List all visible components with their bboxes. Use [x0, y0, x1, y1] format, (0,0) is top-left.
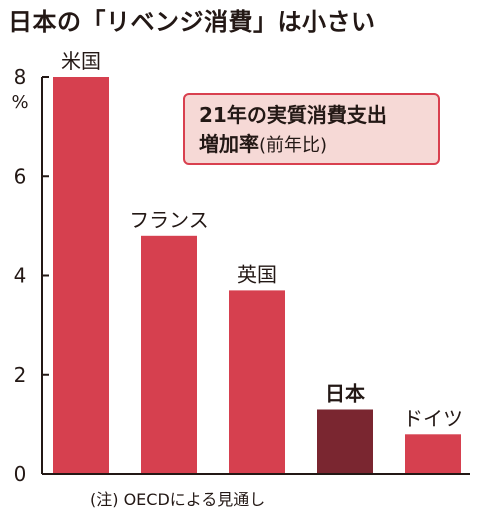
footnote: (注) OECDによる見通し — [90, 490, 266, 509]
bar-3 — [317, 409, 373, 474]
legend-metric: 増加率 — [199, 132, 259, 156]
y-tick-label: 4 — [14, 264, 27, 288]
y-tick-label: 6 — [14, 164, 27, 188]
bar-label-2: 英国 — [237, 262, 277, 286]
bar-1 — [141, 235, 197, 474]
bar-label-3: 日本 — [325, 381, 365, 405]
legend-line1: 21年の実質消費支出 — [199, 103, 387, 127]
bar-0 — [53, 77, 109, 474]
bar-label-0: 米国 — [61, 49, 101, 73]
legend-note: (前年比) — [259, 135, 328, 156]
bar-label-1: フランス — [129, 208, 209, 232]
bar-label-4: ドイツ — [403, 406, 463, 430]
y-tick-label: 0 — [14, 462, 27, 486]
y-unit-label: % — [11, 92, 28, 113]
legend-box: 21年の実質消費支出 増加率(前年比) — [183, 93, 440, 165]
y-tick-label: 8 — [14, 65, 27, 89]
chart-title: 日本の「リベンジ消費」は小さい — [8, 8, 376, 36]
bars-group — [53, 77, 461, 474]
bar-4 — [405, 434, 461, 474]
legend-line2: 増加率(前年比) — [199, 129, 438, 161]
y-tick-label: 2 — [14, 363, 27, 387]
y-axis: 0 2 4 6 8% — [11, 65, 470, 486]
bar-2 — [229, 290, 285, 474]
